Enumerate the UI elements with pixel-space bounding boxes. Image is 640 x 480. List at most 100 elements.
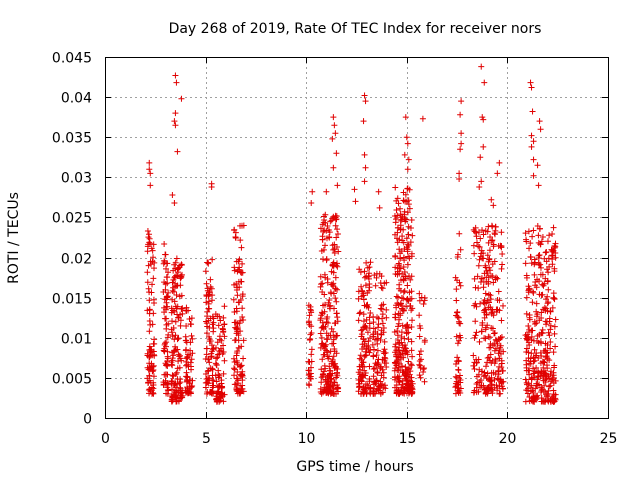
data-point: [418, 356, 425, 363]
data-point: [473, 389, 480, 396]
data-point: [187, 339, 194, 346]
data-point: [322, 341, 329, 348]
data-point: [358, 283, 365, 290]
data-point: [330, 328, 337, 335]
data-point: [392, 219, 399, 226]
data-point: [147, 346, 154, 353]
data-point: [392, 341, 399, 348]
data-point: [178, 95, 185, 102]
data-point: [404, 282, 411, 289]
data-point: [221, 357, 228, 364]
data-point: [381, 346, 388, 353]
data-point: [361, 92, 368, 99]
data-point: [536, 317, 543, 324]
data-point: [551, 362, 558, 369]
data-point: [539, 291, 546, 298]
data-point: [183, 346, 190, 353]
data-point: [529, 288, 536, 295]
data-point: [402, 372, 409, 379]
data-point: [473, 239, 480, 246]
data-point: [534, 276, 541, 283]
data-point: [545, 269, 552, 276]
data-point: [525, 380, 532, 387]
data-point: [484, 297, 491, 304]
data-point: [402, 273, 409, 280]
x-tick-label: 5: [202, 431, 211, 447]
data-point: [334, 385, 341, 392]
data-point: [367, 259, 374, 266]
data-point: [539, 234, 546, 241]
data-point: [544, 266, 551, 273]
data-point: [527, 79, 534, 86]
data-point: [356, 266, 363, 273]
data-point: [470, 242, 477, 249]
data-point: [330, 114, 337, 121]
data-point: [523, 367, 530, 374]
data-point: [416, 312, 423, 319]
data-point: [334, 365, 341, 372]
data-point: [530, 289, 537, 296]
data-point: [324, 336, 331, 343]
data-point: [321, 308, 328, 315]
y-tick-labels: 0 0.005 0.01 0.015 0.02 0.025 0.03 0.035 0.04 0.0…: [52, 51, 92, 428]
data-point: [406, 205, 413, 212]
data-point: [370, 365, 377, 372]
data-point: [400, 197, 407, 204]
data-point: [397, 226, 404, 233]
y-tick-label: 0.025: [52, 211, 92, 227]
data-point: [524, 390, 531, 397]
data-point: [323, 347, 330, 354]
data-point: [360, 389, 367, 396]
data-point: [317, 385, 324, 392]
data-point: [237, 363, 244, 370]
data-point: [491, 330, 498, 337]
data-point: [523, 238, 530, 245]
data-point: [218, 337, 225, 344]
data-point: [145, 262, 152, 269]
data-point: [164, 280, 171, 287]
data-point: [186, 352, 193, 359]
data-point: [307, 306, 314, 313]
data-point: [174, 381, 181, 388]
data-point: [149, 281, 156, 288]
data-point: [405, 201, 412, 208]
data-point: [322, 274, 329, 281]
data-point: [221, 391, 228, 398]
data-point: [173, 369, 180, 376]
data-point: [363, 259, 370, 266]
data-point: [150, 296, 157, 303]
data-point: [318, 366, 325, 373]
data-point: [479, 368, 486, 375]
data-point: [499, 385, 506, 392]
data-point: [542, 397, 549, 404]
data-point: [163, 339, 170, 346]
data-point: [453, 286, 460, 293]
data-point: [324, 222, 331, 229]
data-point: [203, 291, 210, 298]
data-point: [329, 135, 336, 142]
data-point: [408, 362, 415, 369]
data-point: [531, 357, 538, 364]
data-point: [494, 375, 501, 382]
data-point: [173, 292, 180, 299]
data-point: [494, 387, 501, 394]
data-point: [212, 311, 219, 318]
data-point: [333, 350, 340, 357]
data-point: [498, 243, 505, 250]
data-point: [375, 188, 382, 195]
data-point: [322, 365, 329, 372]
data-point: [335, 248, 342, 255]
data-point: [170, 288, 177, 295]
data-point: [203, 390, 210, 397]
data-point: [164, 384, 171, 391]
data-point: [358, 287, 365, 294]
data-point: [549, 261, 556, 268]
data-point: [542, 347, 549, 354]
data-point: [170, 352, 177, 359]
data-point: [205, 375, 212, 382]
data-point: [455, 358, 462, 365]
data-point: [324, 320, 331, 327]
data-point: [391, 367, 398, 374]
data-point: [233, 352, 240, 359]
data-point: [534, 162, 541, 169]
